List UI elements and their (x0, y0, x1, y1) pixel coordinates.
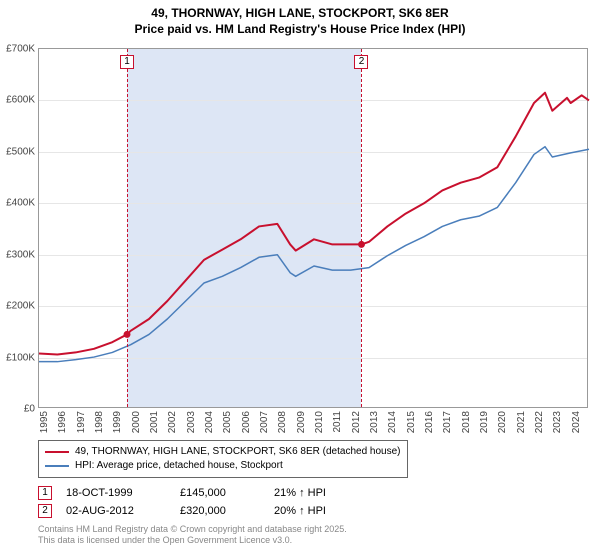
title-line-1: 49, THORNWAY, HIGH LANE, STOCKPORT, SK6 … (0, 6, 600, 22)
sale-marker-box: 2 (354, 55, 368, 69)
chart-svg (39, 49, 587, 407)
x-tick-label: 2011 (332, 411, 343, 433)
y-tick-label: £700K (6, 44, 39, 55)
x-tick-label: 2005 (222, 411, 233, 433)
sale-marker-line (361, 49, 362, 407)
x-tick-label: 2014 (387, 411, 398, 433)
legend-swatch-hpi (45, 465, 69, 467)
x-tick-label: 2004 (204, 411, 215, 433)
legend-row-property: 49, THORNWAY, HIGH LANE, STOCKPORT, SK6 … (45, 445, 401, 459)
chart-area: £0£100K£200K£300K£400K£500K£600K£700K199… (38, 48, 588, 408)
sales-table: 1 18-OCT-1999 £145,000 21% ↑ HPI 2 02-AUG-201… (38, 484, 588, 520)
x-tick-label: 2021 (516, 411, 527, 433)
y-tick-label: £400K (6, 198, 39, 209)
x-tick-label: 2006 (241, 411, 252, 433)
x-tick-label: 2002 (167, 411, 178, 433)
x-tick-label: 1999 (112, 411, 123, 433)
sale-row: 2 02-AUG-2012 £320,000 20% ↑ HPI (38, 502, 588, 520)
x-tick-label: 2010 (314, 411, 325, 433)
x-tick-label: 2020 (497, 411, 508, 433)
attribution-line-1: Contains HM Land Registry data © Crown c… (38, 524, 588, 535)
attribution-line-2: This data is licensed under the Open Gov… (38, 535, 588, 546)
y-tick-label: £500K (6, 146, 39, 157)
x-tick-label: 2022 (534, 411, 545, 433)
legend-and-footer: 49, THORNWAY, HIGH LANE, STOCKPORT, SK6 … (38, 440, 588, 546)
attribution: Contains HM Land Registry data © Crown c… (38, 524, 588, 546)
y-tick-label: £300K (6, 249, 39, 260)
legend-row-hpi: HPI: Average price, detached house, Stoc… (45, 459, 401, 473)
legend-box: 49, THORNWAY, HIGH LANE, STOCKPORT, SK6 … (38, 440, 408, 478)
y-tick-label: £100K (6, 352, 39, 363)
x-tick-label: 2000 (131, 411, 142, 433)
x-tick-label: 2007 (259, 411, 270, 433)
x-tick-label: 2017 (442, 411, 453, 433)
sale-row-price: £145,000 (180, 487, 260, 499)
y-tick-label: £200K (6, 301, 39, 312)
sale-row-price: £320,000 (180, 505, 260, 517)
x-tick-label: 1995 (39, 411, 50, 433)
sale-marker-box: 1 (120, 55, 134, 69)
series-line-hpi (39, 147, 589, 362)
legend-label-hpi: HPI: Average price, detached house, Stoc… (75, 459, 283, 473)
x-tick-label: 2019 (479, 411, 490, 433)
x-tick-label: 2012 (351, 411, 362, 433)
x-tick-label: 2009 (296, 411, 307, 433)
x-tick-label: 2003 (186, 411, 197, 433)
sale-marker-line (127, 49, 128, 407)
chart-title: 49, THORNWAY, HIGH LANE, STOCKPORT, SK6 … (0, 0, 600, 37)
x-tick-label: 1997 (76, 411, 87, 433)
legend-swatch-property (45, 451, 69, 453)
sale-row-diff: 21% ↑ HPI (274, 487, 354, 499)
x-tick-label: 2013 (369, 411, 380, 433)
sale-row: 1 18-OCT-1999 £145,000 21% ↑ HPI (38, 484, 588, 502)
x-tick-label: 2015 (406, 411, 417, 433)
x-tick-label: 1998 (94, 411, 105, 433)
x-tick-label: 2001 (149, 411, 160, 433)
sale-row-marker: 1 (38, 486, 52, 500)
sale-row-marker: 2 (38, 504, 52, 518)
x-tick-label: 1996 (57, 411, 68, 433)
x-tick-label: 2016 (424, 411, 435, 433)
legend-label-property: 49, THORNWAY, HIGH LANE, STOCKPORT, SK6 … (75, 445, 401, 459)
x-tick-label: 2018 (461, 411, 472, 433)
x-tick-label: 2008 (277, 411, 288, 433)
x-tick-label: 2023 (552, 411, 563, 433)
title-line-2: Price paid vs. HM Land Registry's House … (0, 22, 600, 38)
sale-row-diff: 20% ↑ HPI (274, 505, 354, 517)
sale-row-date: 18-OCT-1999 (66, 487, 166, 499)
series-line-property (39, 93, 589, 355)
sale-row-date: 02-AUG-2012 (66, 505, 166, 517)
x-tick-label: 2024 (571, 411, 582, 433)
y-tick-label: £600K (6, 95, 39, 106)
y-tick-label: £0 (24, 404, 39, 415)
